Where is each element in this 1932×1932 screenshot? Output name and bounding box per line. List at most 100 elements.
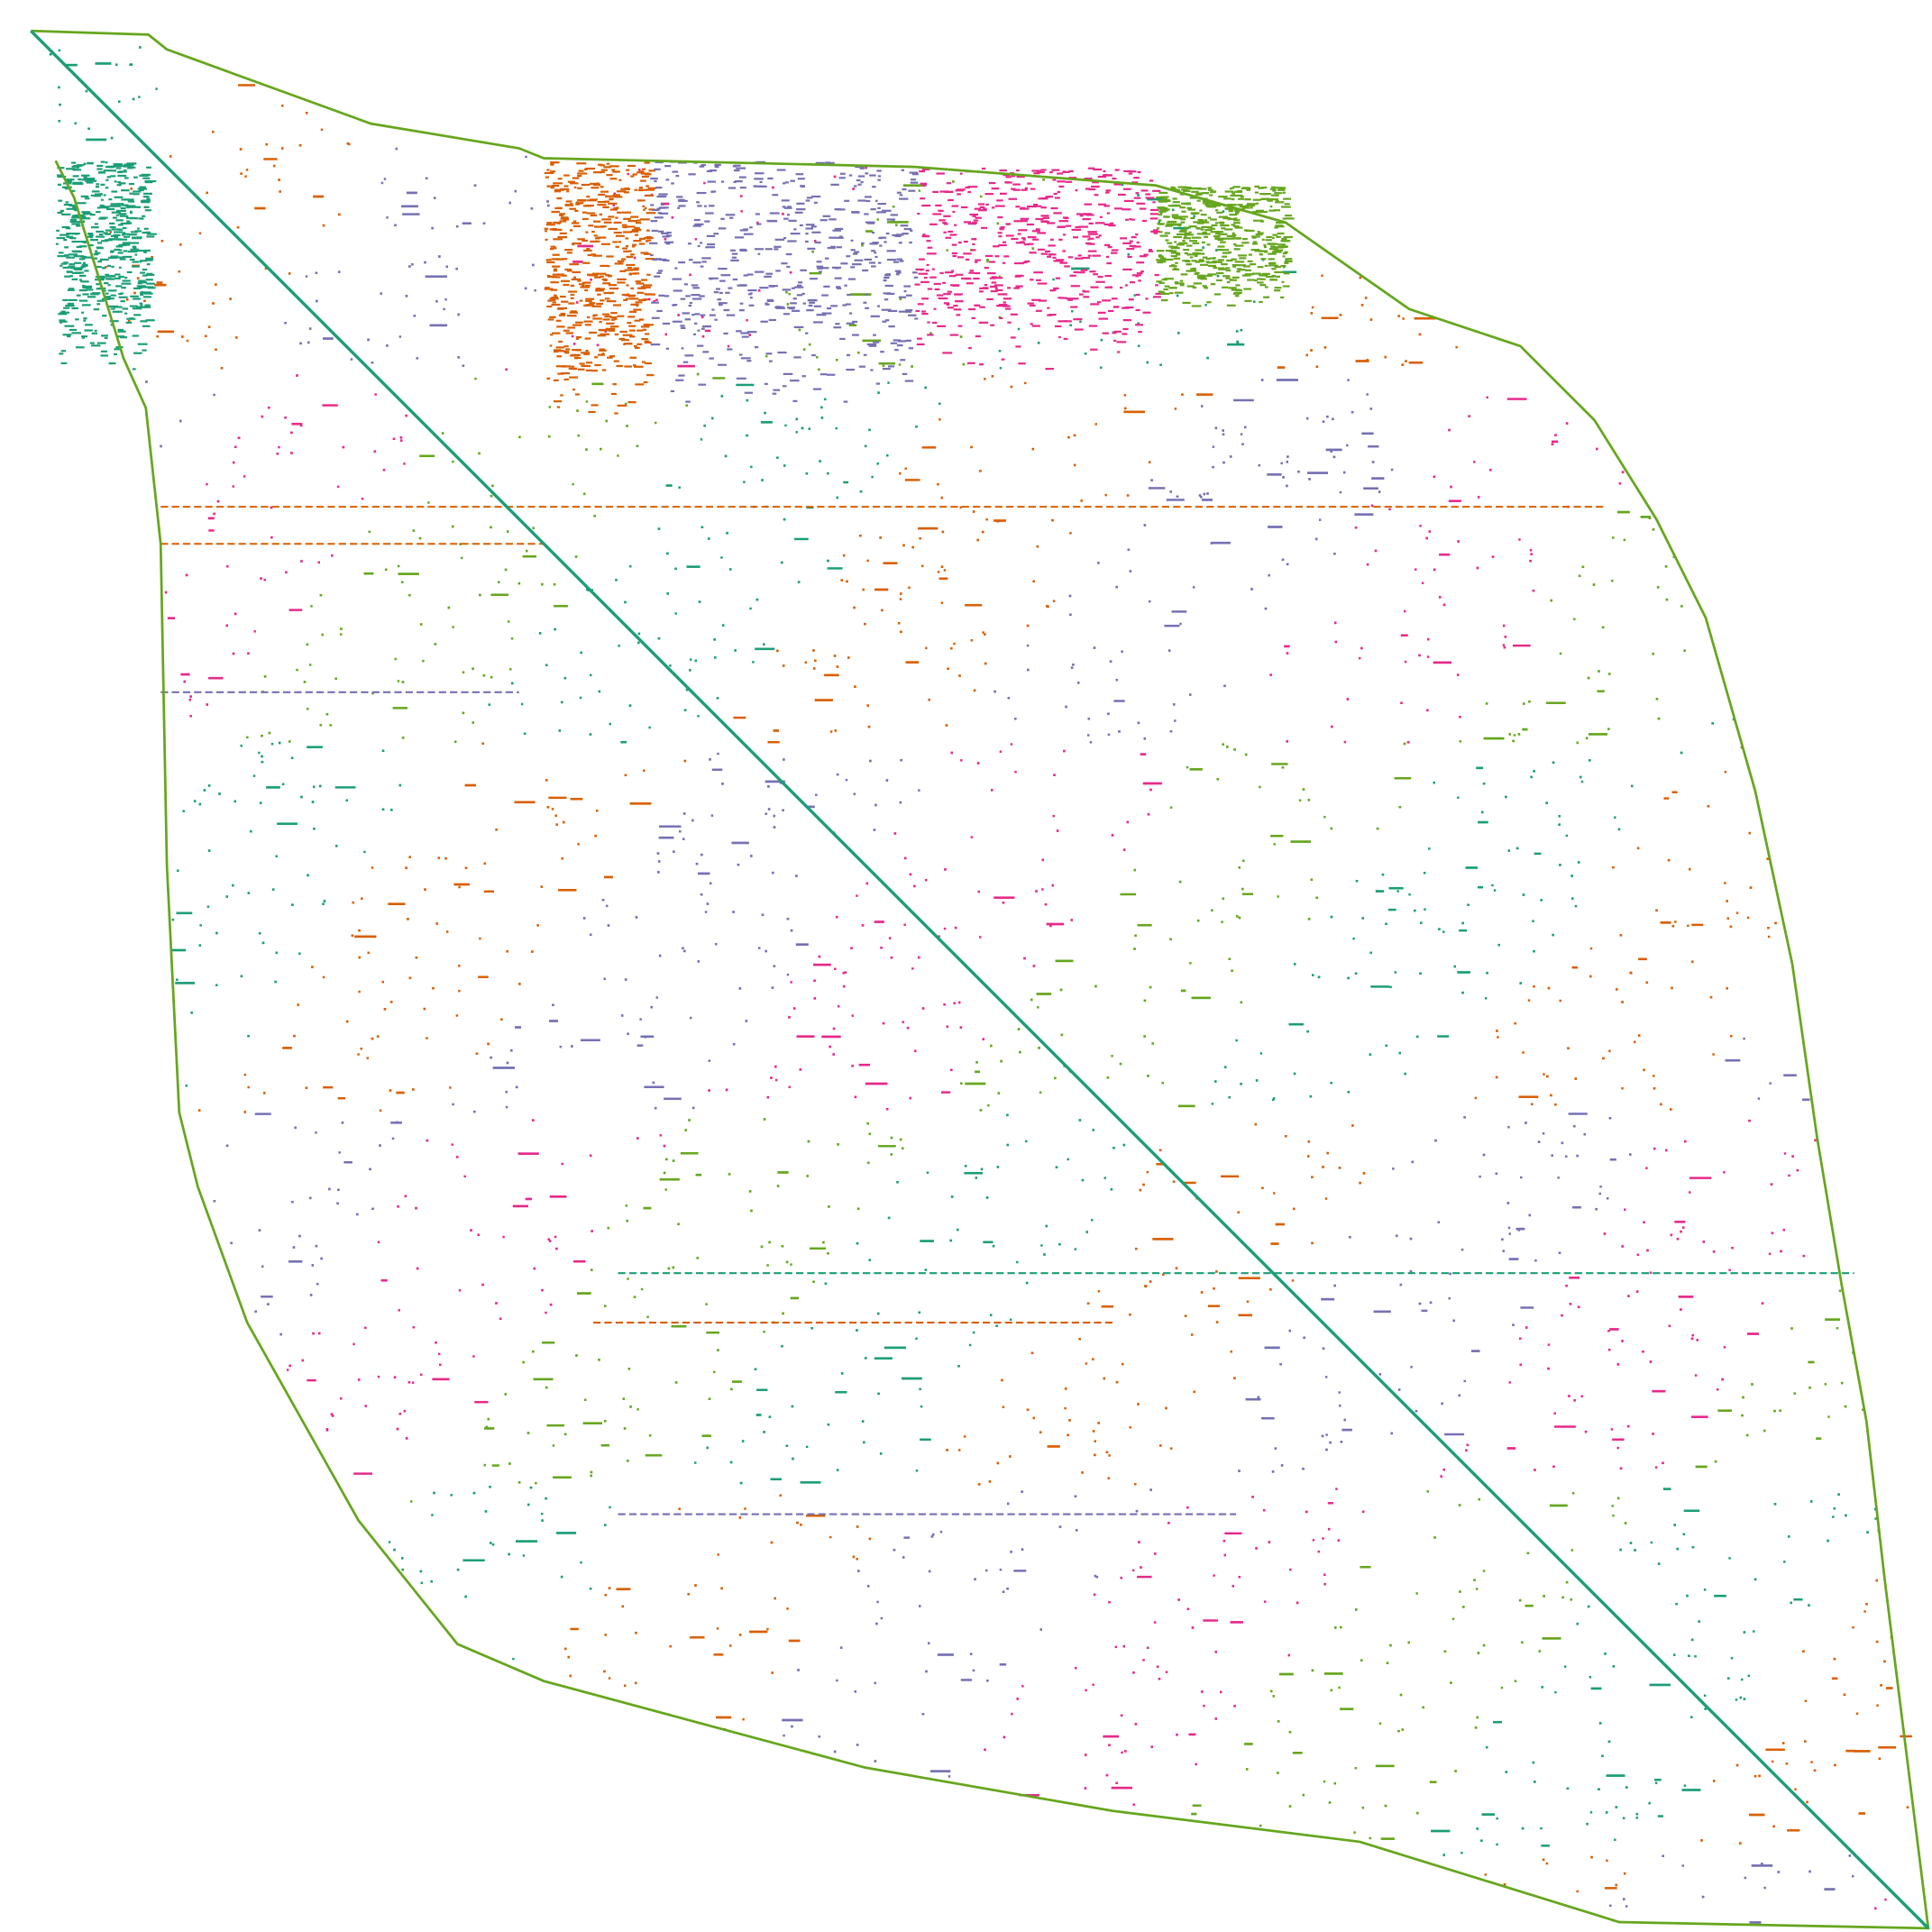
nonzero-dot	[89, 214, 96, 216]
nonzero-dot	[121, 282, 132, 285]
nonzero-dot	[983, 1241, 993, 1244]
nonzero-dot	[433, 1491, 435, 1495]
nonzero-dot	[1212, 465, 1214, 469]
nonzero-dot	[1773, 1409, 1776, 1413]
nonzero-dot	[432, 1378, 450, 1381]
nonzero-dot	[727, 344, 730, 348]
nonzero-dot	[868, 1259, 871, 1261]
nonzero-dot	[545, 779, 548, 782]
nonzero-dot	[435, 300, 438, 303]
nonzero-dot	[495, 1302, 498, 1305]
nonzero-dot	[1159, 363, 1162, 366]
nonzero-dot	[640, 1287, 644, 1291]
nonzero-dot	[273, 164, 276, 168]
nonzero-dot	[105, 273, 109, 276]
nonzero-dot	[1662, 1488, 1671, 1490]
nonzero-dot	[145, 380, 148, 383]
nonzero-dot	[225, 895, 228, 898]
nonzero-dot	[1558, 1251, 1561, 1254]
nonzero-dot	[1629, 1542, 1633, 1544]
nonzero-dot	[310, 605, 313, 608]
nonzero-dot	[813, 997, 817, 1000]
nonzero-dot	[374, 393, 377, 396]
nonzero-dot	[1158, 1149, 1162, 1152]
nonzero-dot	[1286, 455, 1289, 458]
nonzero-dot	[829, 1045, 831, 1048]
nonzero-dot	[1177, 1104, 1195, 1108]
nonzero-dot	[1476, 1716, 1479, 1719]
nonzero-dot	[87, 162, 94, 165]
nonzero-dot	[182, 810, 185, 812]
nonzero-dot	[472, 721, 474, 724]
nonzero-dot	[330, 1413, 334, 1415]
nonzero-dot	[160, 444, 162, 448]
nonzero-dot	[531, 950, 534, 953]
nonzero-dot	[1721, 1378, 1724, 1381]
nonzero-dot	[730, 1387, 733, 1391]
nonzero-dot	[808, 343, 811, 346]
nonzero-dot	[1384, 355, 1387, 359]
nonzero-dot	[1290, 840, 1312, 843]
nonzero-dot	[138, 281, 147, 284]
nonzero-dot	[64, 246, 69, 249]
nonzero-dot	[305, 275, 308, 278]
nonzero-dot	[1597, 690, 1605, 692]
nonzero-dot	[902, 184, 926, 187]
nonzero-dot	[925, 646, 928, 650]
nonzero-dot	[1279, 1363, 1282, 1366]
nonzero-dot	[1385, 922, 1387, 925]
nonzero-dot	[673, 850, 675, 853]
nonzero-dot	[1883, 1660, 1886, 1663]
nonzero-dot	[788, 1016, 791, 1019]
nonzero-dot	[1161, 1081, 1165, 1085]
nonzero-dot	[671, 216, 674, 219]
nonzero-dot	[334, 845, 338, 847]
nonzero-dot	[1566, 1787, 1570, 1790]
nonzero-dot	[1517, 733, 1521, 736]
nonzero-dot	[815, 793, 818, 796]
nonzero-dot	[899, 472, 902, 475]
nonzero-dot	[1250, 588, 1253, 591]
nonzero-dot	[293, 1034, 296, 1038]
nonzero-dot	[1534, 1469, 1536, 1471]
nonzero-dot	[133, 193, 140, 196]
nonzero-dot	[1334, 640, 1338, 644]
nonzero-dot	[253, 630, 256, 633]
nonzero-dot	[1110, 1188, 1113, 1191]
nonzero-dot	[127, 250, 138, 253]
nonzero-dot	[1215, 1270, 1218, 1273]
nonzero-dot	[1434, 1139, 1437, 1142]
nonzero-dot	[1186, 1607, 1190, 1610]
nonzero-dot	[308, 327, 312, 330]
nonzero-dot	[1281, 766, 1285, 769]
nonzero-dot	[586, 588, 589, 591]
nonzero-dot	[1670, 1108, 1672, 1111]
nonzero-dot	[1863, 1610, 1866, 1613]
nonzero-dot	[591, 382, 604, 386]
nonzero-dot	[490, 494, 493, 498]
nonzero-dot	[130, 242, 139, 244]
nonzero-dot	[133, 190, 142, 193]
nonzero-dot	[979, 470, 982, 472]
nonzero-dot	[205, 334, 207, 338]
nonzero-dot	[1573, 1124, 1576, 1128]
nonzero-dot	[999, 1663, 1007, 1666]
nonzero-dot	[229, 298, 232, 300]
nonzero-dot	[893, 1548, 896, 1552]
nonzero-dot	[637, 641, 640, 645]
nonzero-dot	[761, 913, 765, 916]
nonzero-dot	[291, 1201, 294, 1204]
nonzero-dot	[71, 278, 78, 280]
nonzero-dot	[431, 1514, 434, 1516]
nonzero-dot	[97, 261, 103, 263]
nonzero-dot	[701, 334, 705, 338]
nonzero-dot	[1065, 705, 1067, 709]
nonzero-dot	[1667, 859, 1671, 862]
nonzero-dot	[1178, 880, 1182, 884]
nonzero-dot	[1219, 1690, 1222, 1694]
nonzero-dot	[1323, 1780, 1326, 1783]
nonzero-dot	[236, 226, 240, 229]
nonzero-dot	[1031, 447, 1035, 451]
nonzero-dot	[1696, 1339, 1699, 1341]
nonzero-dot	[1532, 590, 1535, 592]
